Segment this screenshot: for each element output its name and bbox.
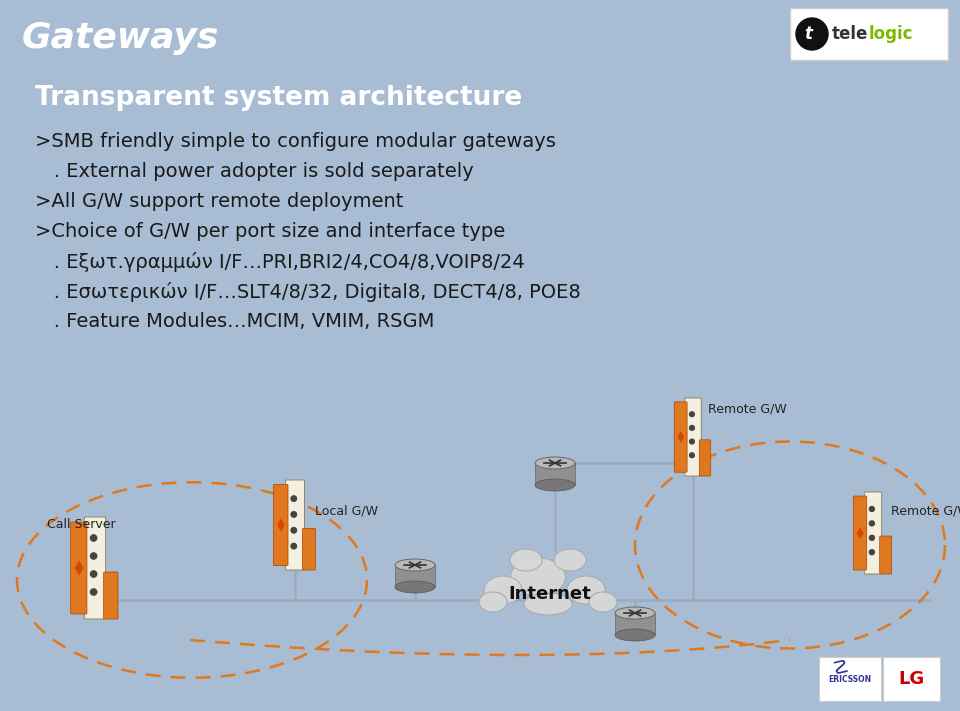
- FancyBboxPatch shape: [853, 496, 867, 570]
- FancyBboxPatch shape: [883, 657, 940, 701]
- FancyBboxPatch shape: [699, 440, 710, 476]
- Ellipse shape: [535, 457, 575, 469]
- Circle shape: [870, 535, 875, 540]
- FancyBboxPatch shape: [864, 492, 881, 574]
- FancyBboxPatch shape: [819, 657, 881, 701]
- Ellipse shape: [524, 593, 572, 615]
- Circle shape: [90, 589, 97, 595]
- Ellipse shape: [484, 576, 522, 604]
- FancyBboxPatch shape: [302, 528, 315, 570]
- Ellipse shape: [479, 592, 507, 612]
- Polygon shape: [75, 560, 84, 575]
- Circle shape: [689, 439, 694, 444]
- Text: . Εξωτ.γραμμών I/F…PRI,BRI2/4,CO4/8,VOIP8/24: . Εξωτ.γραμμών I/F…PRI,BRI2/4,CO4/8,VOIP…: [35, 252, 525, 272]
- FancyBboxPatch shape: [535, 463, 575, 485]
- FancyBboxPatch shape: [104, 572, 118, 619]
- Text: >All G/W support remote deployment: >All G/W support remote deployment: [35, 192, 403, 211]
- Ellipse shape: [510, 549, 542, 571]
- Text: logic: logic: [869, 25, 914, 43]
- Ellipse shape: [395, 559, 435, 571]
- Text: Local G/W: Local G/W: [315, 505, 378, 518]
- Text: >SMB friendly simple to configure modular gateways: >SMB friendly simple to configure modula…: [35, 132, 556, 151]
- FancyBboxPatch shape: [285, 480, 304, 570]
- Circle shape: [796, 18, 828, 50]
- Circle shape: [689, 425, 694, 430]
- Text: t: t: [804, 25, 812, 43]
- FancyBboxPatch shape: [615, 613, 655, 635]
- Text: ERICSSON: ERICSSON: [828, 675, 872, 683]
- Circle shape: [870, 506, 875, 511]
- Ellipse shape: [554, 549, 586, 571]
- Polygon shape: [678, 432, 684, 443]
- FancyBboxPatch shape: [71, 522, 87, 614]
- FancyBboxPatch shape: [274, 484, 288, 565]
- Polygon shape: [277, 518, 285, 532]
- Circle shape: [291, 512, 297, 517]
- Circle shape: [90, 571, 97, 577]
- Text: Transparent system architecture: Transparent system architecture: [35, 85, 522, 111]
- Text: Internet: Internet: [509, 585, 591, 603]
- Circle shape: [689, 453, 694, 458]
- Ellipse shape: [589, 592, 617, 612]
- Text: . Feature Modules…MCIM, VMIM, RSGM: . Feature Modules…MCIM, VMIM, RSGM: [35, 312, 434, 331]
- Ellipse shape: [395, 581, 435, 593]
- Ellipse shape: [615, 629, 655, 641]
- FancyBboxPatch shape: [684, 398, 702, 476]
- Text: . Εσωτερικών I/F…SLT4/8/32, Digital8, DECT4/8, POE8: . Εσωτερικών I/F…SLT4/8/32, Digital8, DE…: [35, 282, 581, 302]
- Ellipse shape: [535, 479, 575, 491]
- FancyBboxPatch shape: [790, 8, 948, 60]
- Circle shape: [90, 553, 97, 559]
- Circle shape: [291, 496, 297, 501]
- Circle shape: [291, 528, 297, 533]
- Text: Gateways: Gateways: [22, 21, 220, 55]
- Circle shape: [291, 543, 297, 549]
- Text: ☡: ☡: [831, 658, 849, 678]
- FancyBboxPatch shape: [879, 536, 892, 574]
- Text: LG: LG: [898, 670, 924, 688]
- Text: Call Server: Call Server: [47, 518, 115, 531]
- Text: . External power adopter is sold separately: . External power adopter is sold separat…: [35, 162, 473, 181]
- FancyBboxPatch shape: [395, 565, 435, 587]
- Ellipse shape: [567, 576, 605, 604]
- Text: tele: tele: [832, 25, 869, 43]
- Circle shape: [689, 412, 694, 417]
- Text: Remote G/W: Remote G/W: [891, 505, 960, 518]
- Circle shape: [90, 535, 97, 541]
- Ellipse shape: [511, 558, 565, 596]
- Circle shape: [870, 521, 875, 526]
- Text: Remote G/W: Remote G/W: [708, 402, 787, 415]
- Ellipse shape: [615, 607, 655, 619]
- Circle shape: [870, 550, 875, 555]
- FancyBboxPatch shape: [674, 402, 687, 472]
- FancyBboxPatch shape: [84, 517, 106, 619]
- Text: >Choice of G/W per port size and interface type: >Choice of G/W per port size and interfa…: [35, 222, 505, 241]
- Polygon shape: [856, 527, 864, 539]
